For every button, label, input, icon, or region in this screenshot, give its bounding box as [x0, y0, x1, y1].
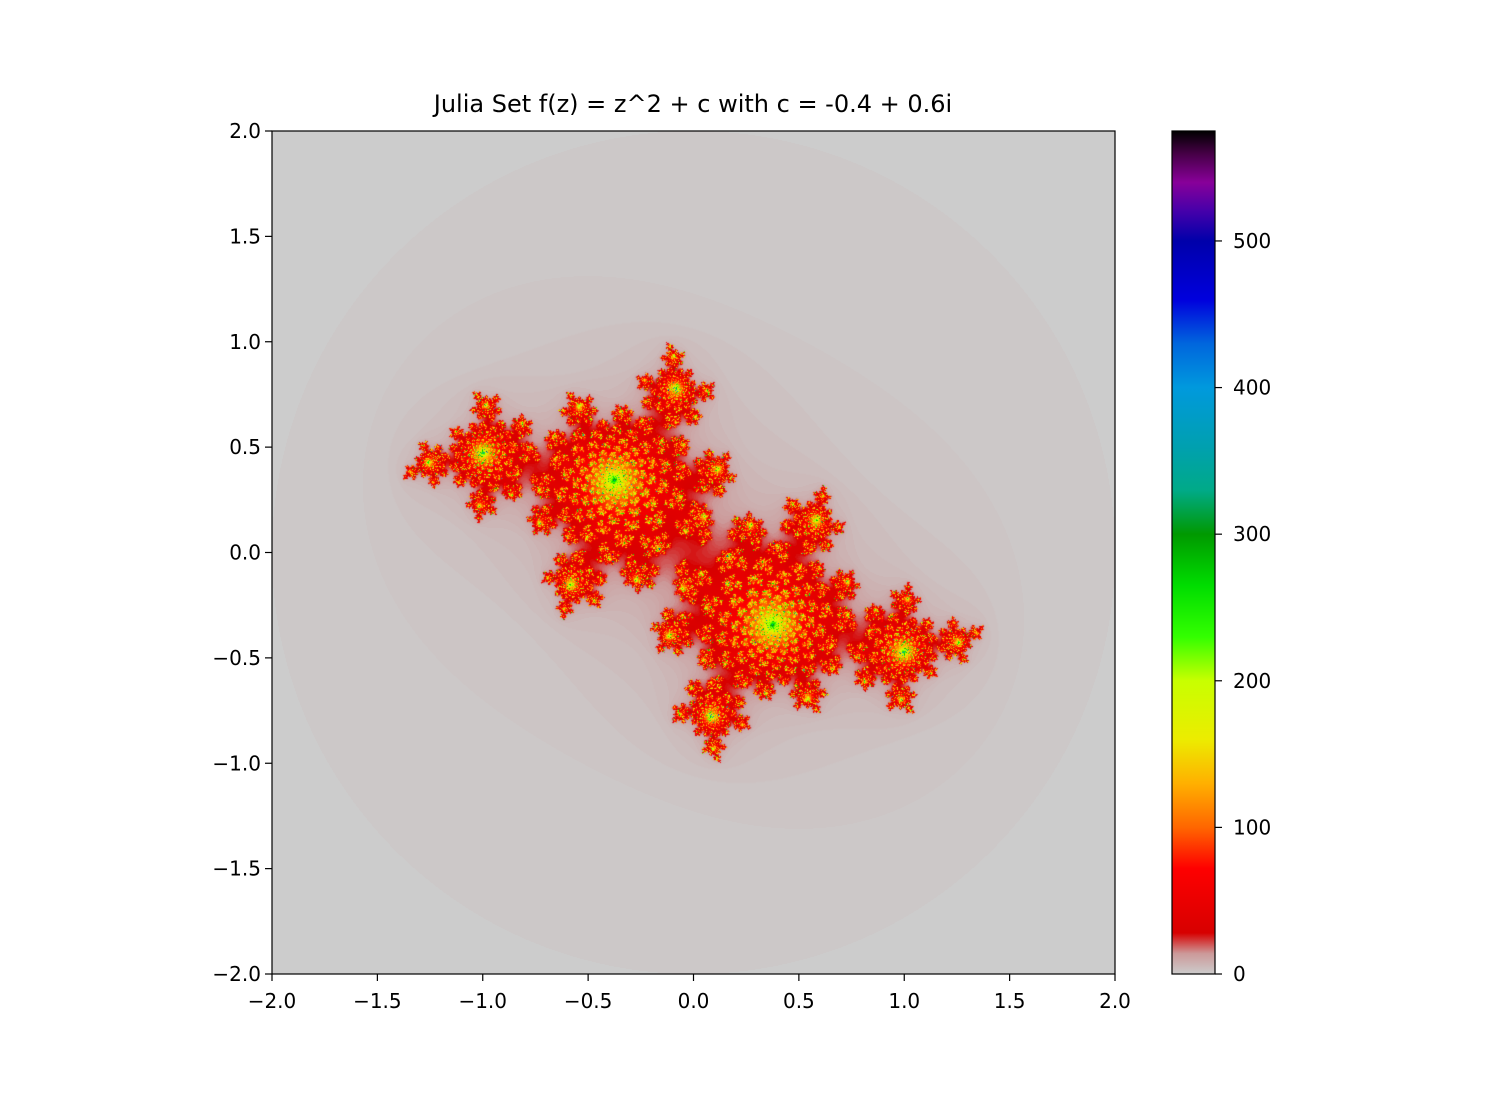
colorbar: 0 100 200 300 400 500 [1171, 130, 1271, 986]
colorbar-tick-label: 200 [1233, 669, 1271, 693]
x-axis: −2.0 −1.5 −1.0 −0.5 0.0 0.5 1.0 1.5 2.0 [248, 974, 1131, 1013]
colorbar-tick-label: 500 [1233, 229, 1271, 253]
x-tick-label: −2.0 [248, 989, 297, 1013]
x-tick-label: 0.5 [783, 989, 815, 1013]
chart-title: Julia Set f(z) = z^2 + c with c = -0.4 +… [432, 90, 952, 118]
x-tick-label: 1.5 [994, 989, 1026, 1013]
x-tick-label: 2.0 [1099, 989, 1131, 1013]
colorbar-axis: 0 100 200 300 400 500 [1215, 229, 1271, 986]
y-tick-label: 1.0 [229, 330, 261, 354]
x-tick-label: 1.0 [888, 989, 920, 1013]
y-tick-label: −1.0 [212, 751, 261, 775]
y-tick-label: 0.0 [229, 541, 261, 565]
julia-set-heatmap [272, 131, 1115, 974]
y-tick-label: −1.5 [212, 857, 261, 881]
colorbar-frame [1171, 130, 1216, 975]
colorbar-tick-label: 400 [1233, 376, 1271, 400]
colorbar-tick-label: 300 [1233, 522, 1271, 546]
colorbar-tick-label: 0 [1233, 962, 1246, 986]
y-tick-label: 0.5 [229, 435, 261, 459]
colorbar-tick-label: 100 [1233, 815, 1271, 839]
colorbar-gradient [1172, 131, 1215, 974]
x-tick-label: −1.0 [458, 989, 507, 1013]
y-tick-label: 1.5 [229, 224, 261, 248]
y-tick-label: −2.0 [212, 962, 261, 986]
x-tick-label: −0.5 [564, 989, 613, 1013]
x-tick-label: 0.0 [678, 989, 710, 1013]
y-tick-label: 2.0 [229, 119, 261, 143]
plot-area [271, 130, 1116, 975]
y-tick-label: −0.5 [212, 646, 261, 670]
y-axis: 2.0 1.5 1.0 0.5 0.0 −0.5 −1.0 −1.5 −2.0 [212, 119, 272, 986]
x-tick-label: −1.5 [353, 989, 402, 1013]
